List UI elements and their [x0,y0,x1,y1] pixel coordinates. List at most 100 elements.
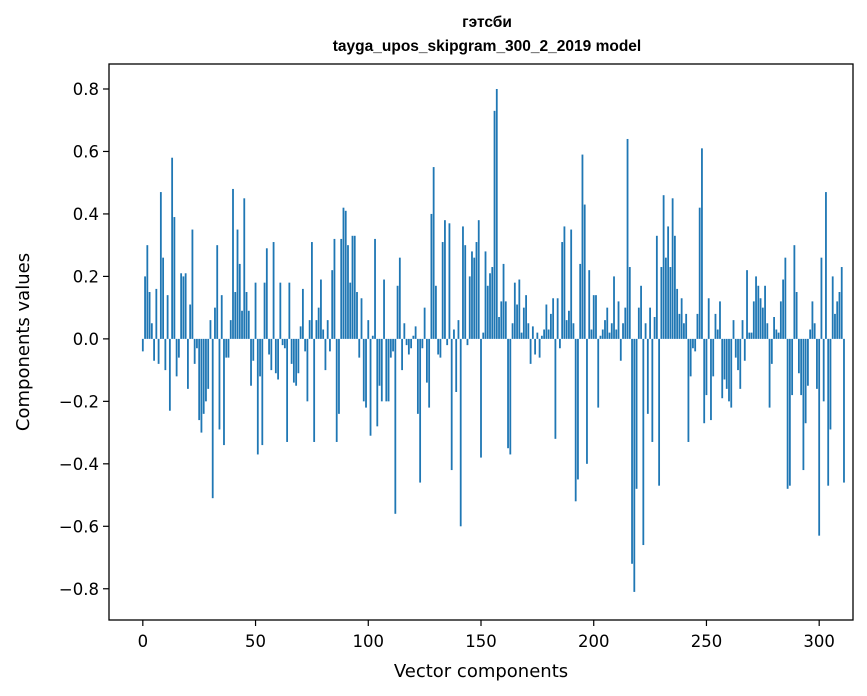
bar [748,332,751,339]
bar [784,257,787,339]
bar [274,338,277,374]
bar [689,338,692,377]
bar [347,245,349,339]
bar [750,332,753,339]
bar [157,338,160,364]
bar [712,338,715,377]
bar [313,338,316,442]
bar [610,323,613,339]
bar [268,338,270,355]
bar [502,263,505,339]
bar [378,338,381,386]
bar [592,295,595,339]
bar [324,338,327,371]
bar [513,282,516,339]
bar [574,338,577,502]
bar [144,276,146,339]
bar [225,338,228,358]
bar [770,338,773,364]
bar [401,338,403,371]
bar [288,282,291,339]
bar [773,317,775,339]
bar [734,338,737,358]
bar [385,338,388,402]
bar [838,292,841,339]
bar [216,245,219,339]
bar [525,295,527,339]
bar [279,282,282,339]
bar [843,338,845,483]
bar [243,198,246,339]
bar [680,298,683,339]
bar [196,338,198,349]
bar [387,338,390,402]
bar [272,242,275,339]
bar [552,298,555,339]
bar [543,329,546,339]
bar [619,338,622,361]
bar [351,235,354,339]
bar [730,338,733,408]
bar [556,298,559,339]
bar [155,288,158,339]
bar [148,292,151,339]
bar [608,332,611,339]
bar [795,292,798,339]
bar [531,326,534,339]
bar [595,295,597,339]
bar [653,317,656,339]
bar [340,238,343,339]
bar [295,338,298,386]
bar [211,338,214,499]
bar [227,338,230,358]
bar [446,338,449,346]
bar [205,338,207,402]
bar [743,338,746,361]
bar [177,338,180,358]
bar [604,320,606,339]
bar [141,338,144,352]
bar [326,320,329,339]
bar [807,338,809,386]
bar [241,310,243,339]
bar [624,307,627,339]
x-tick-label: 150 [465,632,497,651]
bar [570,229,573,339]
bar [811,301,814,339]
bar [791,338,794,396]
bar [311,242,313,339]
bar [389,338,392,358]
bar [529,338,532,364]
bar [683,323,685,339]
bar [586,338,588,464]
bar [441,242,444,339]
bar [737,338,739,371]
bar [692,338,694,349]
bar [540,335,543,339]
bar [304,338,307,352]
x-tick-label: 300 [803,632,835,651]
bars-group [141,88,845,592]
bar [613,276,615,339]
bar [238,263,241,339]
bar [464,245,467,339]
bar [356,292,358,339]
bar [786,338,789,489]
bar [457,320,460,339]
bar [338,338,340,414]
bar [673,235,676,339]
bar [777,332,780,339]
bar [283,338,286,349]
bar [448,223,451,339]
bar [439,338,442,358]
bar [723,338,726,380]
bar [466,338,469,346]
bar [414,326,417,339]
bar [265,248,268,339]
bar [644,323,647,339]
bar [761,307,764,339]
bar [453,329,455,339]
bar [710,338,712,421]
bar [834,313,836,339]
bar [840,267,843,339]
